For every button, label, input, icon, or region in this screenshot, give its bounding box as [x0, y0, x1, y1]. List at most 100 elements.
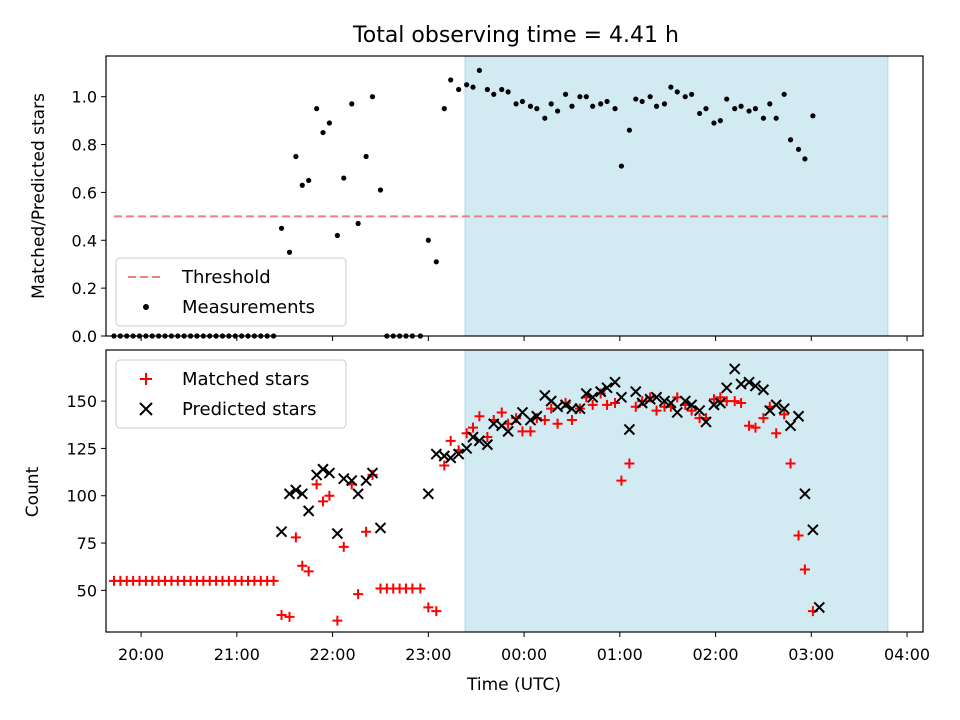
data-point — [290, 484, 302, 496]
x-tick-label: 23:00 — [405, 645, 451, 664]
x-tick-label: 22:00 — [310, 645, 356, 664]
data-point — [367, 469, 378, 480]
data-point — [366, 467, 379, 479]
data-point — [511, 413, 522, 424]
data-point — [661, 101, 668, 107]
legend-entry-label: Measurements — [182, 297, 315, 318]
data-point — [785, 458, 796, 469]
data-point — [473, 435, 486, 447]
data-point — [476, 67, 482, 73]
data-point — [799, 564, 810, 575]
data-point — [278, 225, 285, 231]
data-point — [799, 488, 811, 500]
data-point — [286, 249, 293, 255]
data-point — [542, 115, 548, 121]
data-point — [685, 399, 698, 411]
data-point — [580, 387, 593, 400]
data-point — [283, 488, 296, 500]
data-point — [744, 420, 755, 431]
data-point — [781, 91, 787, 97]
data-point — [587, 399, 598, 410]
data-point — [284, 611, 295, 622]
data-point — [349, 101, 355, 107]
y-tick-label: 0.4 — [72, 231, 97, 250]
data-point — [795, 146, 802, 152]
y-tick-label: 150 — [66, 392, 97, 411]
data-point — [700, 416, 712, 428]
data-point — [633, 96, 639, 102]
data-point — [456, 86, 462, 93]
data-point — [787, 137, 794, 143]
data-point — [651, 405, 662, 416]
data-point — [650, 391, 663, 404]
x-tick-label: 21:00 — [214, 645, 260, 664]
data-point — [554, 108, 561, 114]
data-point — [318, 496, 329, 507]
data-point — [331, 527, 344, 540]
legend: Threshold Measurements — [115, 257, 347, 327]
data-point — [296, 488, 308, 500]
data-point — [569, 103, 575, 109]
data-point — [439, 460, 450, 471]
data-point — [770, 399, 782, 411]
data-point — [749, 380, 762, 392]
data-point — [452, 448, 465, 460]
data-point — [363, 153, 369, 160]
data-point — [290, 532, 301, 543]
data-point — [653, 103, 660, 109]
data-point — [470, 84, 476, 90]
data-point — [464, 82, 470, 88]
data-point — [792, 410, 805, 422]
data-point — [293, 153, 299, 160]
data-point — [552, 418, 563, 429]
data-point — [636, 397, 648, 409]
data-point — [496, 407, 507, 418]
data-point — [752, 106, 759, 112]
y-tick-label: 1.0 — [72, 88, 97, 107]
data-point — [369, 94, 376, 100]
legend-swatch — [143, 304, 149, 310]
data-point — [467, 431, 479, 443]
legend-entry-label: Predicted stars — [182, 399, 316, 420]
data-point — [618, 163, 625, 169]
shaded-region — [465, 350, 888, 632]
data-point — [717, 118, 723, 124]
data-point — [644, 393, 656, 405]
data-point — [275, 525, 288, 538]
data-point — [481, 438, 494, 451]
x-tick-label: 02:00 — [693, 645, 739, 664]
data-point — [534, 106, 540, 112]
y-tick-label: 0.8 — [72, 136, 97, 155]
data-point — [626, 127, 632, 133]
data-point — [445, 435, 456, 446]
data-point — [721, 382, 733, 394]
data-point — [609, 376, 621, 388]
data-point — [594, 385, 607, 398]
data-point — [624, 458, 635, 469]
data-point — [689, 91, 695, 97]
data-point — [499, 86, 505, 93]
data-point — [431, 606, 442, 617]
ratio-panel: 0.0 0.2 0.4 0.6 0.8 1.0 Threshold Measurements — [72, 55, 924, 346]
count-panel: 50 75 100 125 150 20:00 21:00 22:00 23:00 00:00 01… — [66, 349, 930, 664]
x-tick-label: 00:00 — [501, 645, 547, 664]
data-point — [438, 450, 450, 462]
x-axis-label: Time (UTC) — [466, 675, 561, 695]
data-point — [352, 488, 364, 500]
chart-title: Total observing time = 4.41 h — [352, 23, 679, 48]
data-point — [574, 402, 586, 415]
data-point — [268, 575, 279, 586]
data-point — [773, 115, 779, 121]
data-point — [346, 474, 358, 487]
data-point — [601, 382, 613, 394]
data-point — [374, 522, 387, 534]
data-point — [679, 395, 691, 407]
data-point — [525, 426, 536, 437]
y-axis-label-ratio: Matched/Predicted stars — [29, 93, 49, 299]
y-tick-label: 0.0 — [72, 327, 97, 346]
plot-frame — [105, 55, 924, 337]
data-point — [645, 392, 656, 403]
data-point — [682, 94, 688, 100]
y-tick-label: 125 — [66, 439, 97, 458]
